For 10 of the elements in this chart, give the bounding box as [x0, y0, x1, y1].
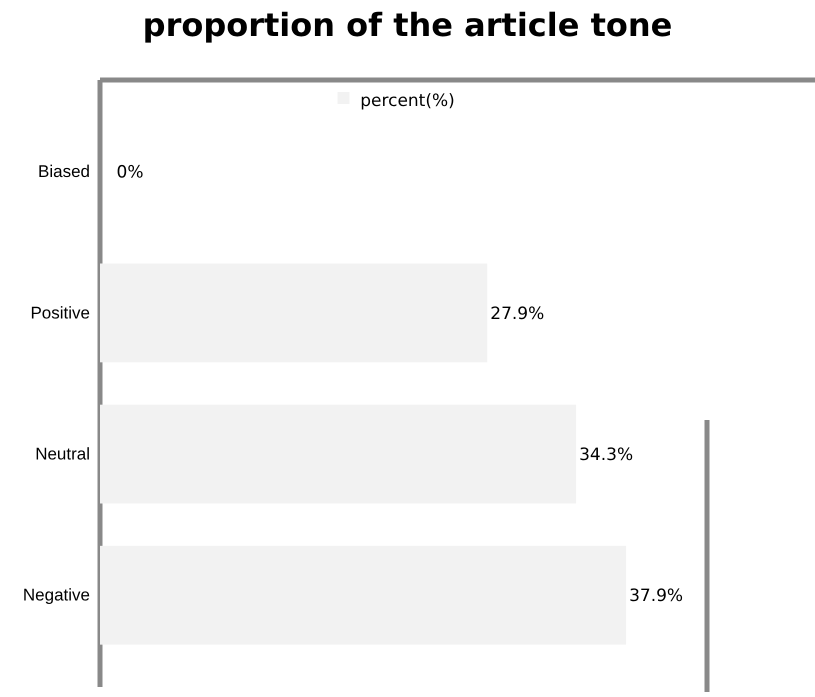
data-label: 37.9%: [629, 586, 684, 606]
y-tick-label: Positive: [30, 303, 90, 322]
y-tick-label: Biased: [38, 162, 90, 182]
data-label: 27.9%: [490, 304, 544, 324]
chart-title: proportion of the article tone: [142, 6, 672, 44]
data-label: 34.3%: [579, 445, 634, 466]
y-tick-label: Negative: [22, 586, 90, 605]
data-label: 0%: [116, 162, 144, 183]
y-tick-label: Neutral: [35, 444, 90, 464]
legend-label: percent(%): [360, 90, 455, 111]
